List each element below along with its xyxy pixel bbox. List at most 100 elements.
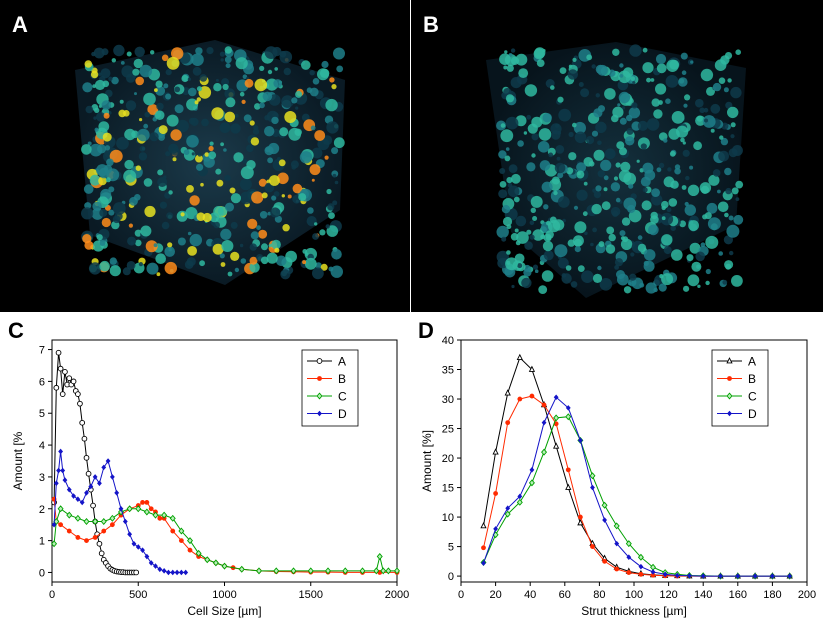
foam-cell [735,49,741,55]
data-point [96,540,103,547]
data-point [187,547,193,553]
data-point [187,537,193,545]
data-point [626,554,632,561]
foam-cell [261,243,268,251]
data-point [481,560,486,566]
foam-cell [699,182,712,194]
x-tick-label: 2000 [385,589,409,601]
data-point [101,528,107,534]
series-line-d [53,451,186,573]
foam-cell [186,135,199,148]
foam-cell [106,158,114,167]
y-tick-label: 1 [39,536,45,548]
x-tick-label: 200 [798,589,816,601]
foam-cell [165,151,171,157]
data-point [126,505,133,513]
foam-cell [572,122,577,128]
foam-cell [271,239,281,250]
series-c [480,413,793,580]
data-point [590,544,595,549]
foam-cell [683,103,688,108]
foam-cell [224,88,235,99]
data-point [62,368,68,375]
foam-cell [281,95,294,108]
data-point [101,464,107,471]
foam-cell [99,208,108,217]
data-point [614,566,620,572]
data-point [114,490,120,496]
data-point [626,570,632,575]
foam-cell [112,202,126,215]
data-point [98,550,105,557]
foam-cell [97,144,107,154]
foam-cell [103,112,110,119]
data-point [650,572,656,578]
x-tick-label: 140 [694,589,712,601]
y-tick-label: 5 [39,408,45,420]
data-point [517,493,523,500]
foam-cell [722,279,728,285]
foam-cell [174,104,184,114]
cell-highlights-b [496,44,744,294]
cell-highlights-a [81,44,345,280]
data-point [148,560,154,566]
foam-cell [622,236,629,243]
foam-cell [726,224,740,238]
foam-cell [326,225,339,237]
y-tick-label: 25 [442,424,454,436]
foam-cell [642,162,654,174]
foam-cell [629,44,642,57]
foam-cell [157,169,164,176]
foam-render-b-graphic [486,42,746,298]
data-point [170,528,176,534]
data-point [178,527,185,535]
foam-cell [629,273,637,281]
foam-cell [170,129,182,141]
foam-cell [650,211,658,220]
foam-cell [496,225,509,239]
panel-label-a: A [12,12,28,37]
data-point [718,573,723,579]
foam-cell [167,242,173,248]
data-point [316,358,323,364]
foam-cell [99,260,110,272]
foam-cell [144,205,156,218]
foam-cell [247,218,258,229]
foam-cell [246,160,256,170]
foam-cell [206,47,214,55]
data-point [770,573,775,579]
data-point [66,486,72,493]
legend-label-d: D [748,407,757,421]
foam-cell [204,152,210,157]
foam-cell [606,226,615,235]
foam-cell [163,175,167,179]
x-axis-label: Strut thickness [µm] [581,604,687,618]
foam-cell [614,265,619,270]
foam-cell [168,247,172,252]
foam-cell [280,269,291,280]
foam-cell [561,273,572,284]
data-point [602,517,607,523]
foam-cell [98,176,107,186]
legend-label-a: A [338,355,346,369]
foam-cell [120,61,125,65]
foam-cell [89,174,101,186]
data-point [148,506,154,512]
foam-cell [688,220,699,231]
foam-cell [554,244,568,258]
x-tick-label: 1000 [212,589,236,601]
foam-cell [241,99,246,104]
foam-cell [299,151,313,164]
foam-cell [685,175,690,181]
foam-cell [140,225,152,237]
foam-cell [567,239,575,247]
foam-cell [510,48,516,53]
foam-cell [671,249,683,261]
foam-cell [548,220,561,233]
y-tick-label: 7 [39,345,45,357]
data-point [528,479,535,487]
foam-cell [526,229,532,235]
foam-cell [240,258,247,264]
foam-cell [597,64,608,76]
foam-cell [153,243,158,248]
